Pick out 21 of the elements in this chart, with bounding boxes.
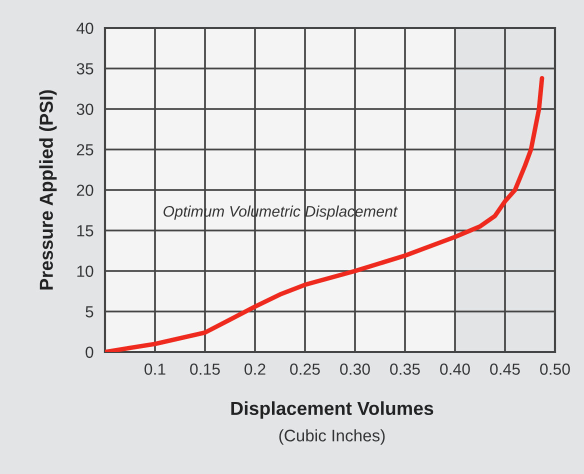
y-tick-label: 40: [76, 22, 94, 34]
x-tick-label: 0.35: [390, 364, 420, 375]
y-tick-label: 10: [77, 266, 94, 277]
y-tick-label: 15: [77, 225, 94, 236]
x-tick-label: 0.15: [190, 364, 220, 375]
x-tick-label: 0.25: [290, 364, 320, 375]
x-axis-title: Displacement Volumes (Cubic Inches): [231, 401, 434, 445]
x-tick-label: 0.50: [540, 364, 570, 375]
y-tick-label: 20: [76, 184, 94, 196]
y-tick-label: 0: [86, 346, 94, 358]
x-tick-label: 0.1: [144, 364, 166, 375]
x-tick-label: 0.40: [440, 364, 470, 375]
y-tick-label: 35: [76, 63, 94, 74]
x-tick-label: 0.45: [490, 364, 520, 375]
y-tick-label: 30: [76, 104, 94, 115]
x-tick-label: 0.2: [244, 364, 266, 375]
y-tick-label: 5: [86, 306, 94, 318]
line-series: [105, 76, 544, 352]
y-tick-label: 25: [76, 144, 94, 156]
x-tick-label: 0.30: [340, 364, 370, 375]
y-axis-title: Pressure Applied (PSI): [39, 90, 57, 290]
